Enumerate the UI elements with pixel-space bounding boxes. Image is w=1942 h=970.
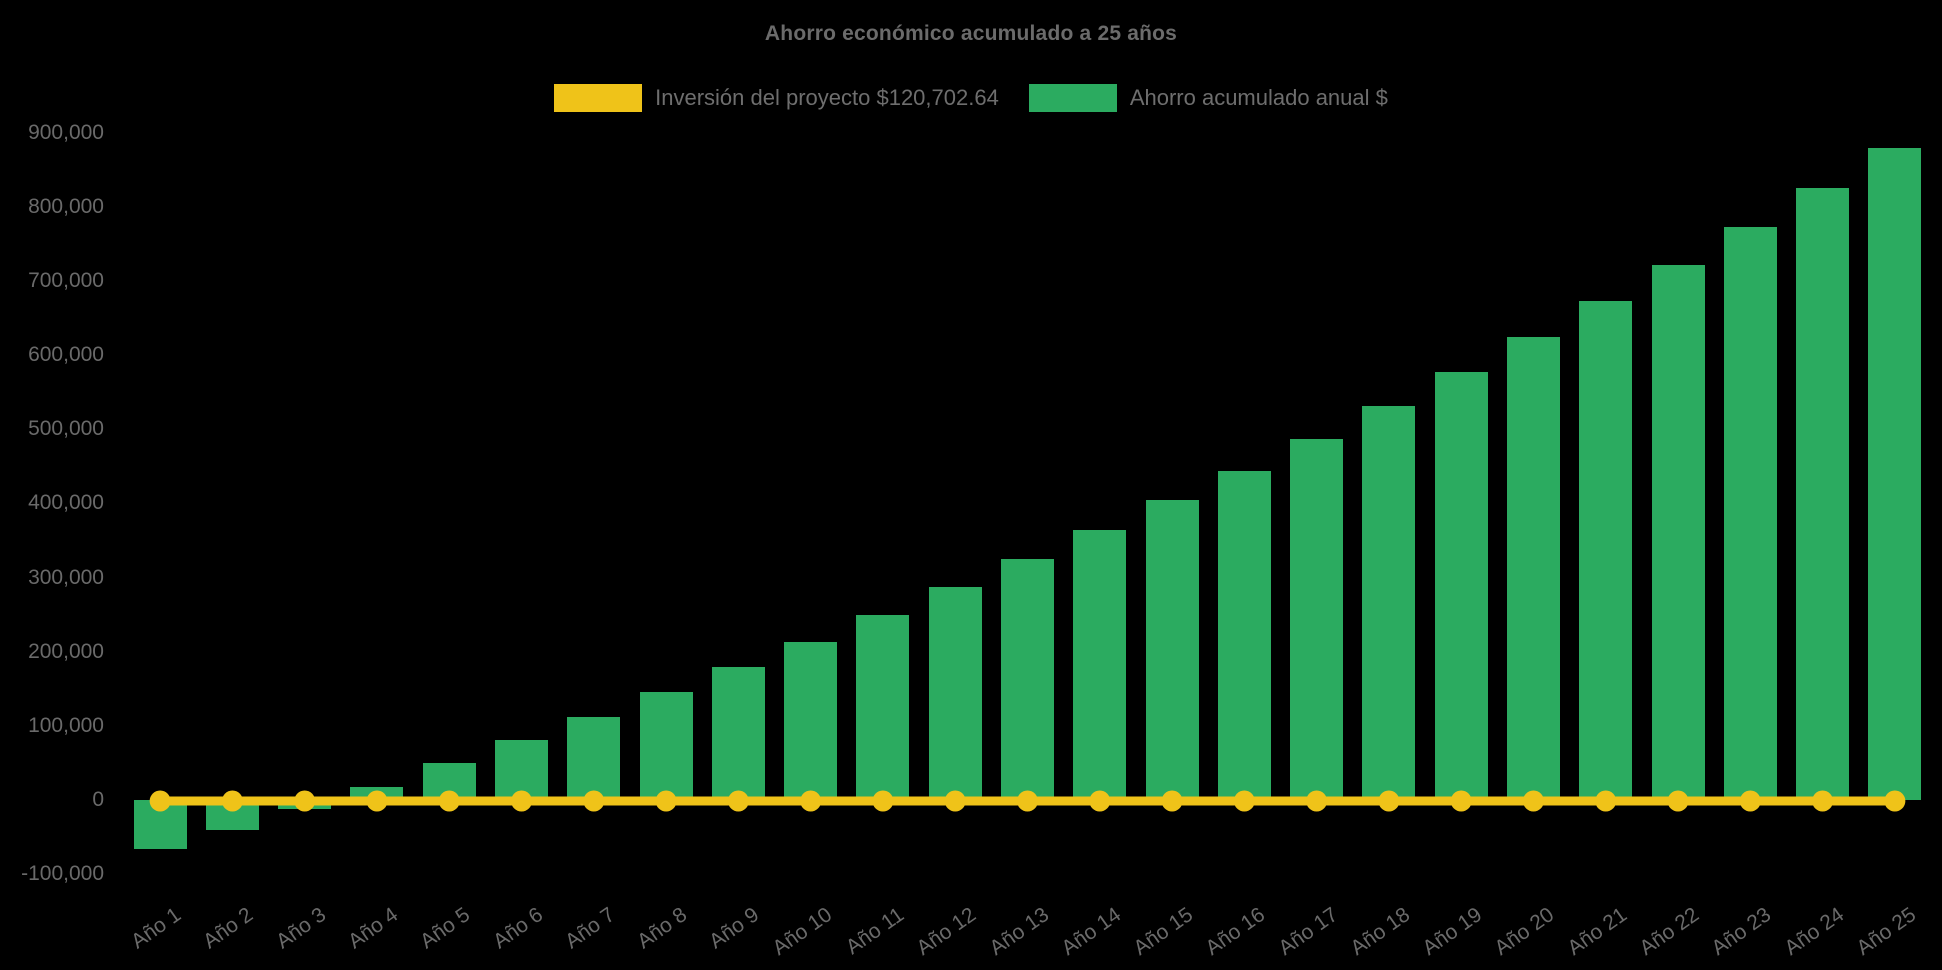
y-tick-label: 200,000 bbox=[28, 639, 104, 663]
bar-año-14[interactable] bbox=[1073, 530, 1127, 800]
bar-año-24[interactable] bbox=[1796, 187, 1850, 800]
investment-point-año-10[interactable] bbox=[800, 790, 822, 812]
bar-año-25[interactable] bbox=[1868, 147, 1922, 800]
y-tick-label: 400,000 bbox=[28, 491, 104, 515]
investment-point-año-1[interactable] bbox=[149, 790, 171, 812]
bar-año-8[interactable] bbox=[639, 692, 693, 800]
bar-año-22[interactable] bbox=[1651, 264, 1705, 800]
investment-point-año-21[interactable] bbox=[1595, 790, 1617, 812]
investment-point-año-14[interactable] bbox=[1089, 790, 1111, 812]
legend: Inversión del proyecto $120,702.64 Ahorr… bbox=[0, 84, 1942, 112]
investment-point-año-23[interactable] bbox=[1739, 790, 1761, 812]
legend-label-savings: Ahorro acumulado anual $ bbox=[1129, 85, 1388, 110]
bar-año-9[interactable] bbox=[711, 666, 765, 800]
bar-año-20[interactable] bbox=[1506, 337, 1560, 800]
y-tick-label: 0 bbox=[92, 788, 104, 811]
bar-año-18[interactable] bbox=[1362, 405, 1416, 800]
chart-title: Ahorro económico acumulado a 25 años bbox=[764, 22, 1178, 45]
investment-point-año-6[interactable] bbox=[511, 790, 533, 812]
investment-point-año-15[interactable] bbox=[1161, 790, 1183, 812]
bar-año-11[interactable] bbox=[856, 615, 910, 800]
y-tick-label: 100,000 bbox=[28, 713, 104, 737]
bar-año-15[interactable] bbox=[1145, 500, 1199, 800]
investment-point-año-7[interactable] bbox=[583, 790, 605, 812]
investment-point-año-8[interactable] bbox=[655, 790, 677, 812]
y-tick-label: 900,000 bbox=[28, 120, 104, 144]
y-tick-label: 700,000 bbox=[28, 269, 104, 293]
investment-point-año-9[interactable] bbox=[727, 790, 749, 812]
investment-point-año-25[interactable] bbox=[1884, 790, 1906, 812]
investment-point-año-18[interactable] bbox=[1378, 790, 1400, 812]
y-tick-label: 500,000 bbox=[28, 417, 104, 441]
investment-point-año-22[interactable] bbox=[1667, 790, 1689, 812]
savings-swatch-icon bbox=[1028, 84, 1117, 112]
investment-point-año-5[interactable] bbox=[438, 790, 460, 812]
investment-swatch-icon bbox=[554, 84, 643, 112]
legend-item-savings[interactable]: Ahorro acumulado anual $ bbox=[1028, 84, 1388, 112]
bar-año-10[interactable] bbox=[784, 641, 838, 800]
bar-año-23[interactable] bbox=[1723, 226, 1777, 800]
investment-point-año-20[interactable] bbox=[1522, 790, 1544, 812]
bar-año-21[interactable] bbox=[1579, 300, 1633, 800]
investment-point-año-17[interactable] bbox=[1306, 790, 1328, 812]
investment-point-año-16[interactable] bbox=[1233, 790, 1255, 812]
investment-point-año-11[interactable] bbox=[872, 790, 894, 812]
bar-año-13[interactable] bbox=[1001, 559, 1054, 800]
bar-año-7[interactable] bbox=[567, 716, 621, 800]
bar-año-6[interactable] bbox=[495, 739, 549, 800]
investment-point-año-13[interactable] bbox=[1017, 790, 1038, 812]
investment-point-año-24[interactable] bbox=[1812, 790, 1834, 812]
y-tick-label: 300,000 bbox=[28, 565, 104, 589]
y-tick-label: 600,000 bbox=[28, 343, 104, 367]
bar-año-12[interactable] bbox=[928, 587, 982, 800]
legend-label-investment: Inversión del proyecto $120,702.64 bbox=[655, 85, 999, 110]
investment-point-año-2[interactable] bbox=[221, 790, 243, 812]
investment-point-año-19[interactable] bbox=[1450, 790, 1472, 812]
y-tick-label: 800,000 bbox=[28, 194, 104, 218]
bar-año-16[interactable] bbox=[1217, 470, 1271, 800]
bar-año-17[interactable] bbox=[1290, 438, 1344, 800]
investment-point-año-12[interactable] bbox=[944, 790, 966, 812]
legend-item-investment[interactable]: Inversión del proyecto $120,702.64 bbox=[554, 84, 999, 112]
investment-point-año-3[interactable] bbox=[294, 790, 316, 812]
bar-año-19[interactable] bbox=[1434, 371, 1488, 800]
investment-point-año-4[interactable] bbox=[366, 790, 388, 812]
y-tick-label: -100,000 bbox=[21, 862, 104, 886]
